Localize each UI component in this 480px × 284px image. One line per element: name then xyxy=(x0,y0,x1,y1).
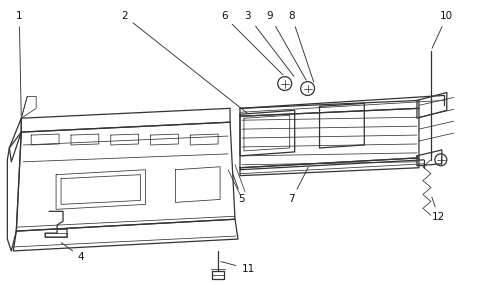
Text: 11: 11 xyxy=(221,262,254,274)
Text: 6: 6 xyxy=(221,11,283,75)
Text: 5: 5 xyxy=(233,174,245,204)
Text: 10: 10 xyxy=(432,11,453,48)
Text: 1: 1 xyxy=(16,11,23,116)
Text: 3: 3 xyxy=(245,11,294,76)
Text: 9: 9 xyxy=(266,11,306,80)
Text: 4: 4 xyxy=(61,243,84,262)
Text: 12: 12 xyxy=(432,197,445,222)
Text: 2: 2 xyxy=(121,11,248,114)
Text: 8: 8 xyxy=(288,11,314,82)
Text: 7: 7 xyxy=(288,167,308,204)
